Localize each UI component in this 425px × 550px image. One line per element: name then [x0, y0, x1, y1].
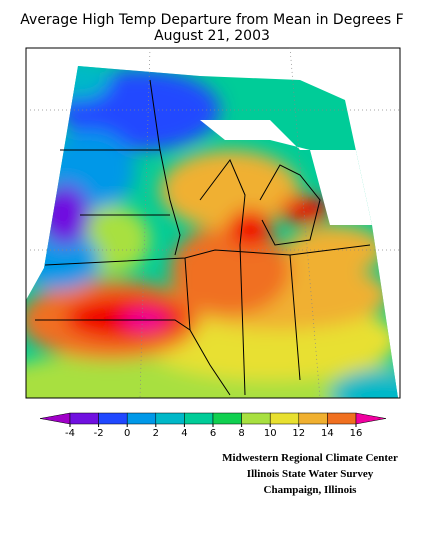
colorbar-segment: [69, 412, 99, 425]
colorbar-tick-label: 0: [124, 428, 130, 439]
credit-line: Midwestern Regional Climate Center: [222, 452, 398, 464]
colorbar-segment: [241, 412, 271, 425]
credit-line: Champaign, Illinois: [264, 484, 358, 496]
temperature-field: [26, 66, 398, 398]
date: August 21, 2003: [154, 28, 270, 44]
colorbar-tick-label: -2: [94, 428, 104, 439]
colorbar-segment: [155, 412, 185, 425]
colorbar-tick-label: 14: [321, 428, 334, 439]
colorbar-segment: [212, 412, 242, 425]
colorbar-tick-label: 4: [181, 428, 187, 439]
credit-line: Illinois State Water Survey: [247, 468, 374, 480]
title: Average High Temp Departure from Mean in…: [20, 12, 403, 28]
colorbar-segment: [298, 412, 328, 425]
colorbar-arrow: [39, 412, 71, 425]
colorbar-tick-label: 10: [264, 428, 277, 439]
colorbar-segment: [184, 412, 214, 425]
colorbar-arrow: [355, 412, 387, 425]
colorbar-tick-label: 6: [210, 428, 216, 439]
colorbar-tick-label: 2: [153, 428, 159, 439]
boundaries: [25, 47, 401, 399]
colorbar-segment: [98, 412, 128, 425]
colorbar: -4 -2 0 2 4 6 8 10 12 14 16: [39, 412, 387, 439]
colorbar-tick-label: -4: [65, 428, 75, 439]
colorbar-segment: [126, 412, 157, 425]
colorbar-segment: [327, 412, 357, 425]
colorbar-tick-label: 8: [238, 428, 244, 439]
colorbar-segment: [269, 412, 300, 425]
colorbar-tick-label: 16: [350, 428, 363, 439]
colorbar-tick-label: 12: [292, 428, 305, 439]
